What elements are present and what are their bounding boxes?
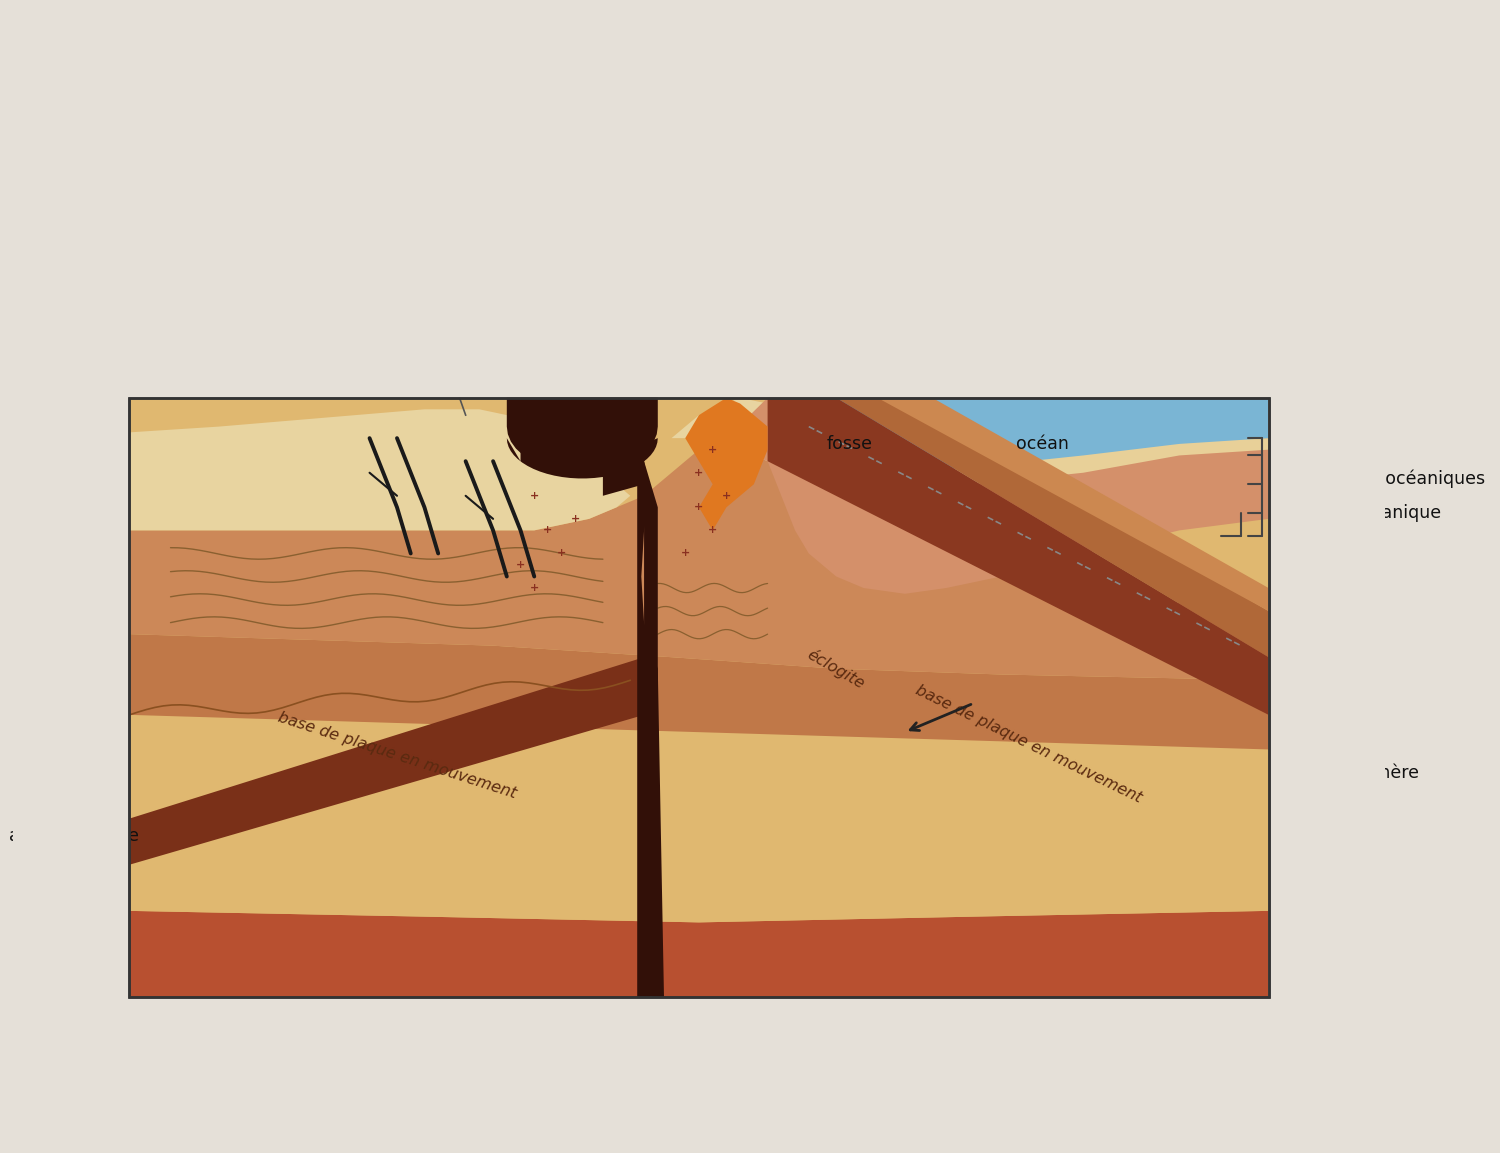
Polygon shape [644, 461, 658, 1009]
Text: éclogite: éclogite [804, 646, 868, 692]
Text: croûte
continentale: croûte continentale [20, 482, 129, 521]
Polygon shape [808, 398, 1269, 473]
Polygon shape [129, 409, 630, 530]
Text: flysch: flysch [1288, 435, 1340, 453]
Text: +: + [530, 491, 538, 500]
Text: base de plaque en mouvement: base de plaque en mouvement [276, 709, 518, 801]
Polygon shape [507, 398, 658, 496]
Text: péridotite: péridotite [1288, 602, 1374, 620]
Polygon shape [129, 634, 1269, 749]
Text: basaltes et andésites: basaltes et andésites [345, 152, 531, 171]
Bar [129, 398, 1269, 997]
Text: +: + [572, 514, 580, 523]
Text: +: + [516, 560, 525, 570]
Polygon shape [726, 398, 1269, 594]
Text: pluton
granitique
précoce: pluton granitique précoce [668, 235, 758, 295]
Polygon shape [768, 398, 1269, 715]
Text: zone de formation
des basaltes par fusion partielle: zone de formation des basaltes par fusio… [560, 1041, 838, 1080]
Polygon shape [129, 398, 1269, 997]
Text: +: + [556, 549, 567, 558]
Text: +: + [722, 491, 730, 500]
Text: asthénosphère: asthénosphère [9, 827, 140, 845]
Text: croûte océanique: croûte océanique [1288, 504, 1442, 522]
Text: front du métamorphisme: front du métamorphisme [232, 233, 452, 251]
Polygon shape [795, 438, 1269, 496]
Text: +: + [543, 526, 552, 535]
Text: roches basaltiques
et ultrabasiques: roches basaltiques et ultrabasiques [624, 73, 788, 112]
Text: +: + [694, 503, 703, 512]
Text: +: + [694, 468, 703, 477]
Polygon shape [12, 0, 1386, 1153]
Text: +: + [681, 549, 690, 558]
Polygon shape [795, 398, 877, 478]
Text: péridotite: péridotite [32, 654, 117, 672]
Polygon shape [129, 911, 1269, 997]
Text: +: + [530, 583, 538, 593]
Polygon shape [638, 438, 664, 1032]
Text: base de plaque en mouvement: base de plaque en mouvement [914, 683, 1144, 805]
Text: granite
post-tectonique: granite post-tectonique [590, 176, 726, 216]
Text: sédiments océaniques: sédiments océaniques [1288, 469, 1485, 488]
Polygon shape [836, 398, 1269, 657]
Polygon shape [129, 715, 1269, 922]
Text: flysch et molasse: flysch et molasse [198, 302, 350, 321]
Text: +: + [708, 526, 717, 535]
Polygon shape [686, 398, 768, 530]
Polygon shape [672, 398, 808, 461]
Polygon shape [878, 398, 1269, 611]
Text: «moho»: «moho» [1288, 533, 1360, 551]
Polygon shape [534, 398, 630, 438]
Text: «moho»: «moho» [39, 585, 110, 603]
Text: asthénosphère: asthénosphère [1288, 763, 1419, 782]
Polygon shape [507, 375, 658, 473]
Text: +: + [708, 445, 717, 454]
Bar [129, 398, 1269, 997]
Text: océan: océan [1016, 435, 1068, 453]
Polygon shape [129, 657, 644, 865]
Polygon shape [129, 438, 1269, 680]
Text: fosse: fosse [827, 435, 873, 453]
Text: zone de métamorphisme
de haute pression et basse température: zone de métamorphisme de haute pression … [839, 205, 1191, 244]
